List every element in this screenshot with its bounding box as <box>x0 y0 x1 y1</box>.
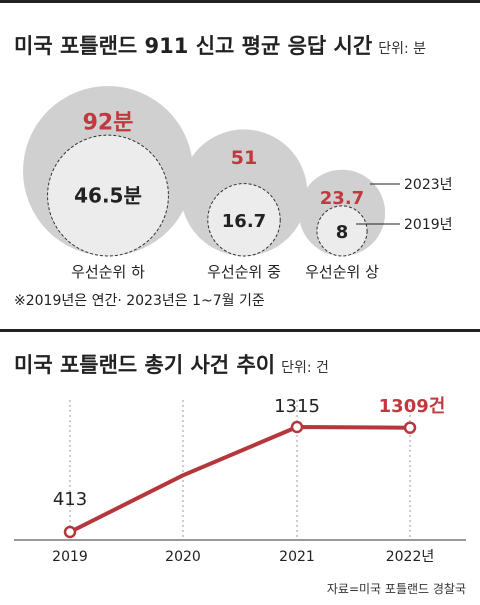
footnote: ※2019년은 연간· 2023년은 1~7월 기준 <box>14 293 265 309</box>
bubble-category-0: 우선순위 하 <box>71 263 145 281</box>
data-label-2021: 1315 <box>274 396 320 417</box>
bubble-2019-0 <box>47 134 169 257</box>
bubble-category-2: 우선순위 상 <box>305 263 379 281</box>
legend-2023: 2023년 <box>404 177 453 193</box>
x-tick-label-2: 2021 <box>279 549 315 565</box>
line-point-0 <box>63 525 77 539</box>
response-time-title: 미국 포틀랜드 911 신고 평균 응답 시간 단위: 분 <box>14 34 426 58</box>
source-credit: 자료=미국 포틀랜드 경찰국 <box>326 582 466 596</box>
data-label-2022: 1309건 <box>379 396 446 417</box>
top-rule <box>0 0 480 3</box>
response-time-unit: 단위: 분 <box>378 41 426 57</box>
legend-2019: 2019년 <box>404 217 453 233</box>
bubble-2019-label-1: 16.7 <box>222 211 266 232</box>
middle-rule <box>0 329 480 332</box>
line-point-3 <box>403 421 417 434</box>
bubble-2019-label-2: 8 <box>336 222 349 243</box>
line-series <box>69 425 411 534</box>
line-point-2 <box>290 420 304 434</box>
gun-incidents-title: 미국 포틀랜드 총기 사건 추이 단위: 건 <box>14 353 329 377</box>
bubble-2023-label-0: 92분 <box>83 111 134 136</box>
bubble-2019-1 <box>207 183 281 257</box>
bubble-2019-label-0: 46.5분 <box>74 184 142 208</box>
x-tick-label-0: 2019 <box>52 549 88 565</box>
x-tick-label-1: 2020 <box>165 549 201 565</box>
bubble-2023-label-1: 51 <box>231 147 257 169</box>
x-tick-label-3: 2022년 <box>386 549 435 565</box>
bubble-2023-label-2: 23.7 <box>320 188 364 209</box>
gun-incidents-unit: 단위: 건 <box>281 360 329 376</box>
bubble-2019-2 <box>316 205 368 257</box>
data-label-2019: 413 <box>53 489 87 510</box>
bubble-category-1: 우선순위 중 <box>207 263 281 281</box>
